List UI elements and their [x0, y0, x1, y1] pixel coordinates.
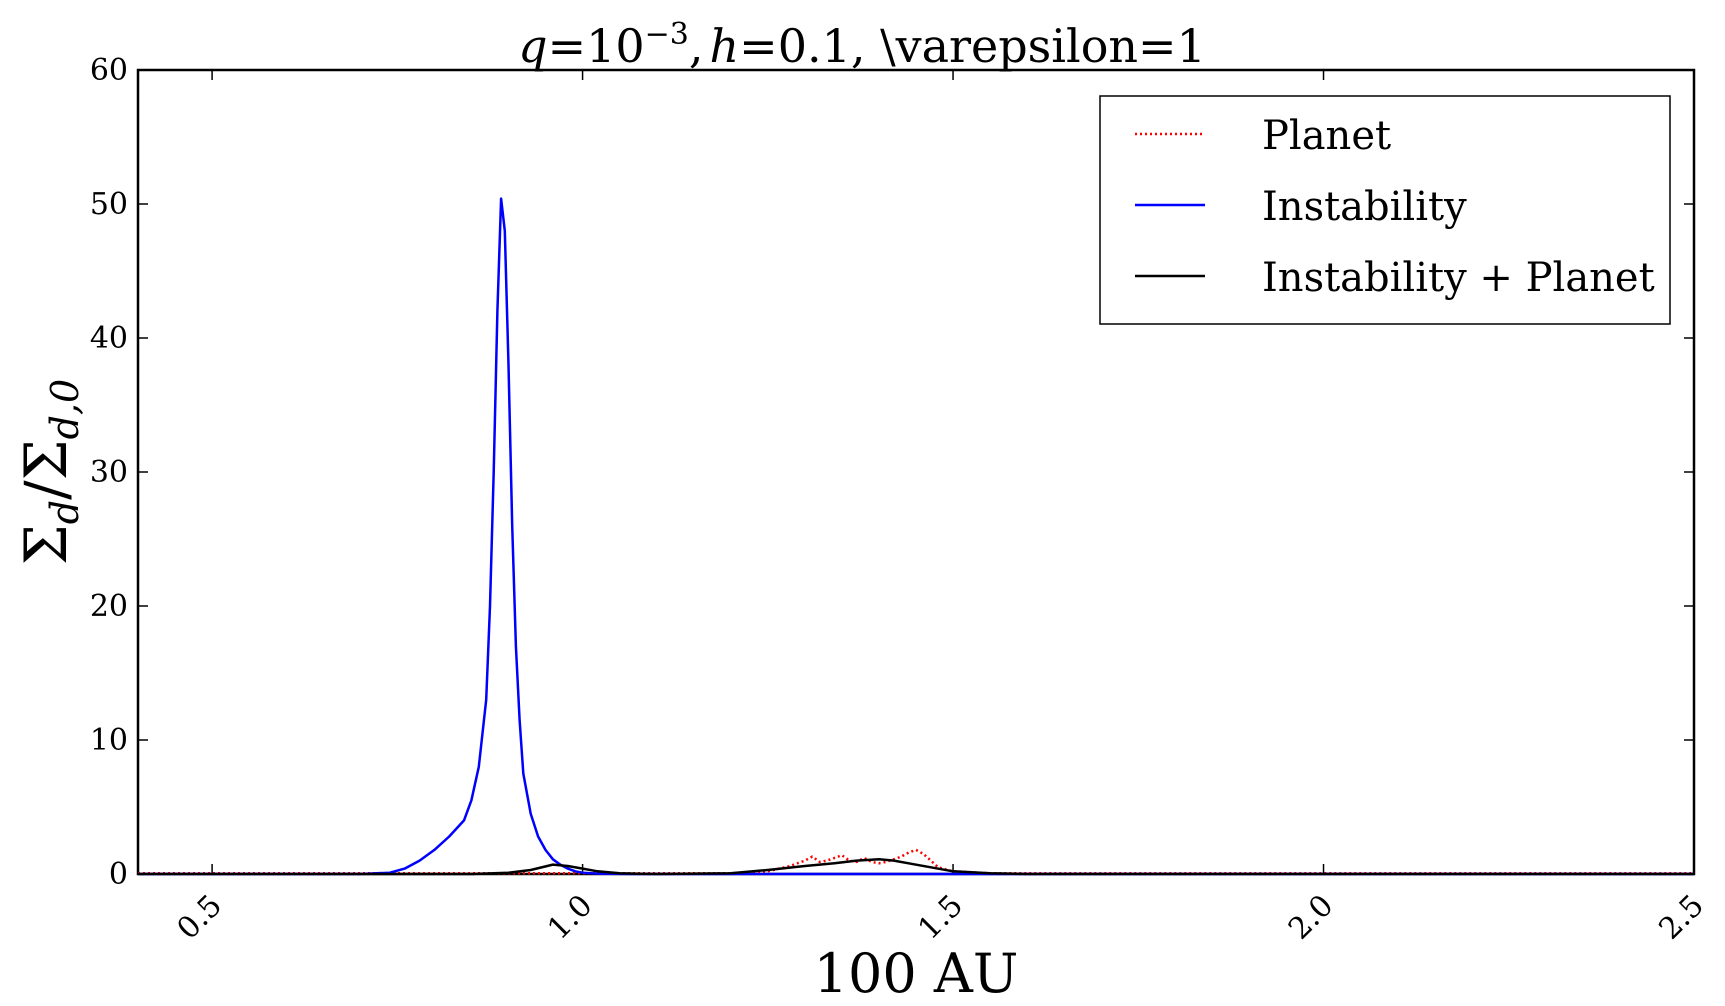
- title-h: h: [710, 19, 740, 73]
- legend-label-instability: Instability: [1262, 184, 1467, 230]
- x-tick-label: 1.5: [911, 888, 969, 946]
- series-line-planet: [138, 848, 1694, 875]
- x-tick-label: 1.0: [541, 888, 599, 946]
- ylabel-slash: /: [12, 480, 80, 500]
- title-q: q: [518, 19, 547, 73]
- y-axis-label: Σd/Σd,0: [12, 379, 87, 566]
- series-line-instability-planet: [138, 858, 1694, 876]
- ylabel-sub1: d: [43, 500, 87, 524]
- series-lines: [138, 197, 1694, 876]
- ylabel-sub2: d,0: [43, 379, 87, 440]
- legend-label-planet: Planet: [1262, 113, 1391, 159]
- title-comma: ,: [689, 19, 704, 73]
- title-rest: =0.1, \varepsilon=1: [739, 19, 1206, 73]
- ylabel-sigma2: Σ: [12, 439, 80, 480]
- y-tick-label: 0: [109, 857, 128, 892]
- y-tick-label: 50: [90, 187, 128, 222]
- legend: Planet Instability Instability + Planet: [1099, 95, 1671, 325]
- chart-title: q=10−3, h=0.1, \varepsilon=1: [518, 17, 1206, 73]
- y-tick-label: 60: [90, 53, 128, 88]
- x-tick-label: 2.0: [1282, 888, 1340, 946]
- x-axis-label: 100 AU: [814, 942, 1019, 1005]
- legend-label-instability-planet: Instability + Planet: [1262, 255, 1655, 301]
- title-eq1: =10: [548, 19, 645, 73]
- y-tick-label: 30: [90, 455, 128, 490]
- y-tick-label: 40: [90, 321, 128, 356]
- x-tick-label: 0.5: [171, 888, 229, 946]
- series-line-instability: [138, 197, 1694, 876]
- ylabel-sigma1: Σ: [12, 524, 80, 565]
- y-tick-label: 20: [90, 589, 128, 624]
- x-tick-label: 2.5: [1652, 888, 1710, 946]
- y-tick-label: 10: [90, 723, 128, 758]
- y-axis: 0 10 20 30 40 50 60: [90, 53, 1694, 892]
- title-exp: −3: [645, 17, 689, 52]
